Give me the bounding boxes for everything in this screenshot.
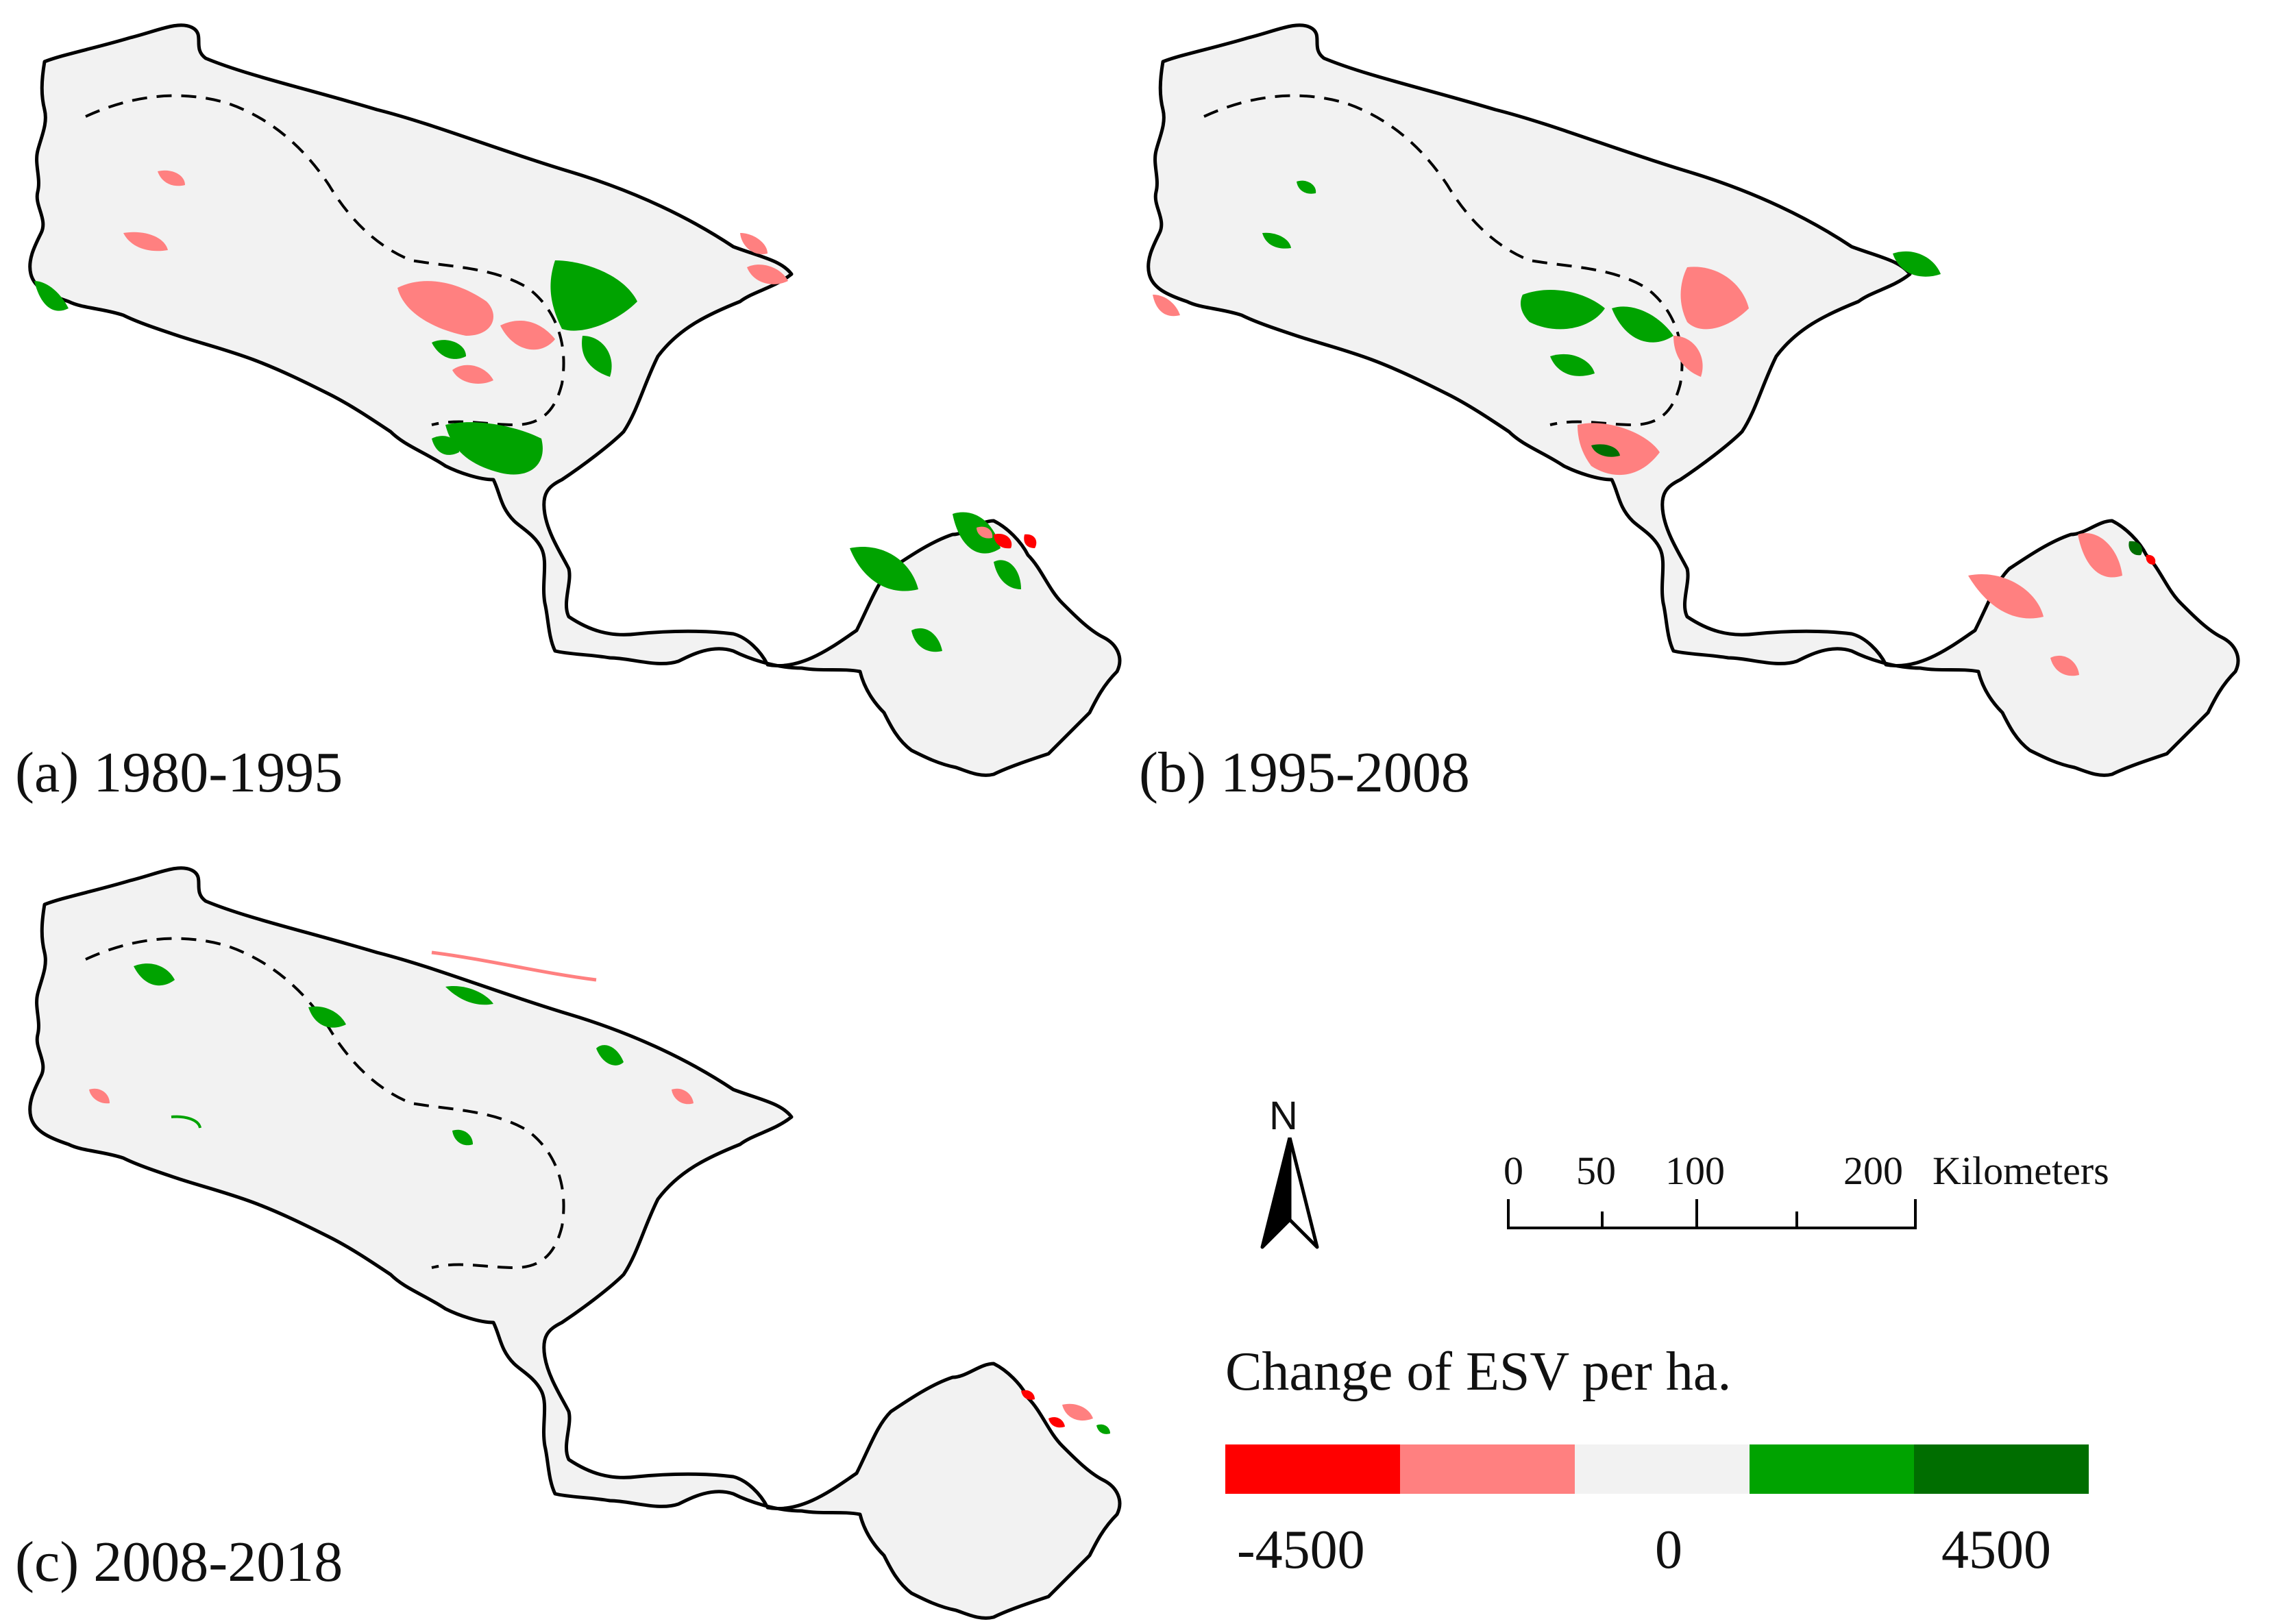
map-panel-c <box>21 857 1158 1624</box>
legend-label-max: 4500 <box>1941 1520 2051 1580</box>
scale-tick-0: 0 <box>1504 1148 1523 1193</box>
scale-tick-100: 100 <box>1665 1148 1725 1193</box>
scale-tick-200: 200 <box>1843 1148 1903 1193</box>
legend-swatch-dark-green <box>1914 1444 2089 1494</box>
panel-caption-c: (c) 2008-2018 <box>15 1530 343 1594</box>
north-arrow: N <box>1255 1096 1324 1261</box>
legend-swatch-light-red <box>1400 1444 1575 1494</box>
legend-swatch-green <box>1750 1444 1914 1494</box>
map-b <box>1139 14 2277 781</box>
scale-line <box>1507 1199 1917 1229</box>
legend-ramp <box>1225 1444 2089 1494</box>
patches-a <box>34 170 1037 652</box>
map-c <box>21 857 1158 1624</box>
legend-swatch-neutral <box>1575 1444 1750 1494</box>
legend-label-min: -4500 <box>1237 1520 1365 1580</box>
scale-tick-50: 50 <box>1576 1148 1616 1193</box>
map-panel-b <box>1139 14 2277 781</box>
panel-caption-a: (a) 1980-1995 <box>15 741 343 804</box>
map-a <box>21 14 1158 781</box>
scale-bar: 0 50 100 200 Kilometers <box>1473 1151 2159 1247</box>
legend-title: Change of ESV per ha. <box>1225 1342 1732 1402</box>
patches-b <box>1153 180 2156 676</box>
patches-c <box>89 950 1110 1434</box>
legend-swatch-dark-red <box>1225 1444 1400 1494</box>
scale-unit: Kilometers <box>1933 1148 2109 1193</box>
legend-label-zero: 0 <box>1655 1520 1682 1580</box>
north-arrow-icon <box>1260 1137 1319 1249</box>
panel-caption-b: (b) 1995-2008 <box>1139 741 1470 804</box>
north-letter: N <box>1269 1094 1298 1138</box>
map-panel-a <box>21 14 1158 781</box>
